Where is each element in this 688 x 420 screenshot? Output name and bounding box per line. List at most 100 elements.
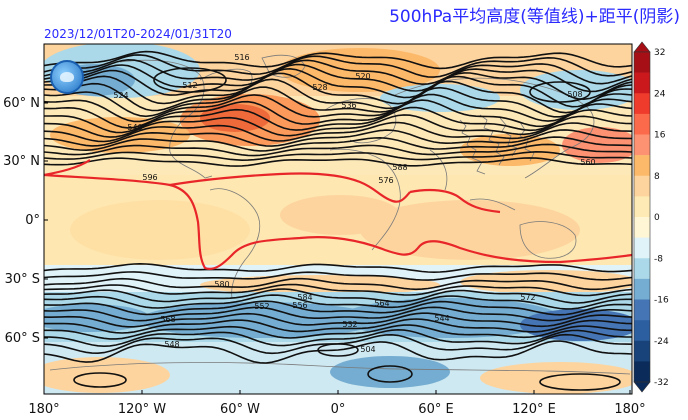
contour-value-label: 588 bbox=[392, 163, 407, 172]
colorbar-bottom-arrow bbox=[633, 381, 651, 393]
closed-contour-1 bbox=[529, 81, 591, 103]
colorbar-segment bbox=[634, 361, 650, 383]
contour-value-label: 576 bbox=[378, 176, 393, 185]
contour-line-22 bbox=[44, 288, 632, 304]
colorbar-segment bbox=[634, 278, 650, 300]
contour-line-21 bbox=[44, 283, 632, 297]
contour-line-3 bbox=[44, 63, 632, 93]
longitude-label: 180° bbox=[28, 402, 59, 417]
contour-value-label: 560 bbox=[580, 158, 595, 167]
contour-value-label: 536 bbox=[341, 101, 356, 110]
closed-contour-2 bbox=[367, 365, 413, 383]
contour-value-label: 528 bbox=[312, 83, 327, 92]
closed-contour-5 bbox=[317, 343, 359, 357]
colorbar-segment bbox=[634, 93, 650, 115]
longitude-label: 0° bbox=[331, 402, 346, 417]
contour-line-16 bbox=[44, 150, 632, 162]
contour-line-0 bbox=[44, 50, 632, 70]
coastlines bbox=[49, 54, 631, 375]
longitude-label: 120° E bbox=[512, 402, 556, 417]
contour-value-label: 596 bbox=[142, 173, 157, 182]
colorbar-segment bbox=[634, 237, 650, 259]
contour-line-29 bbox=[44, 328, 632, 348]
contour-value-label: 504 bbox=[360, 345, 375, 354]
contour-line-25 bbox=[44, 306, 632, 322]
latitude-label: 0° bbox=[25, 213, 40, 228]
longitude-label: 60° W bbox=[220, 402, 260, 417]
contour-line-5 bbox=[44, 72, 632, 108]
x-axis-labels: 180° 120° W 60° W 0° 60° E 120° E 180° bbox=[28, 390, 646, 417]
colorbar-tick-label: -24 bbox=[654, 337, 669, 347]
contour-value-label: 516 bbox=[234, 53, 249, 62]
colorbar-top-arrow bbox=[633, 41, 651, 53]
time-period: 2023/12/01T20-2024/01/31T20 bbox=[44, 27, 232, 41]
contour-line-26 bbox=[44, 312, 632, 328]
contour-value-label: 564 bbox=[374, 299, 389, 308]
latitude-label: 30° S bbox=[5, 272, 40, 287]
colorbar-segment bbox=[634, 175, 650, 197]
map-title: 500hPa平均高度(等值线)+距平(阴影) bbox=[389, 7, 680, 27]
contour-value-label: 572 bbox=[520, 293, 535, 302]
colorbar-frame bbox=[633, 51, 651, 383]
colorbar-tick-label: 24 bbox=[654, 89, 666, 99]
contour-line-20 bbox=[44, 277, 632, 291]
contour-line-19 bbox=[44, 271, 632, 281]
y-axis-labels: 60° N 30° N 0° 30° S 60° S bbox=[3, 96, 48, 346]
contour-line-4 bbox=[44, 67, 632, 101]
contour-line-31 bbox=[44, 340, 632, 364]
contour-value-label: 520 bbox=[355, 72, 370, 81]
contour-value-label: 580 bbox=[214, 280, 229, 289]
colorbar-segment bbox=[634, 320, 650, 342]
colorbar-segment bbox=[634, 155, 650, 177]
longitude-label: 60° E bbox=[418, 402, 453, 417]
contour-value-label: 556 bbox=[292, 301, 307, 310]
contour-value-label: 512 bbox=[182, 81, 197, 90]
colorbar-segment bbox=[634, 299, 650, 321]
contour-line-13 bbox=[44, 129, 632, 147]
colorbar-segment bbox=[634, 217, 650, 238]
contour-line-24 bbox=[44, 300, 632, 316]
colorbar-tick-label: 8 bbox=[654, 172, 660, 182]
contour-line-18 bbox=[44, 262, 632, 274]
colorbar-segment bbox=[634, 72, 650, 94]
colorbar-segment bbox=[634, 113, 650, 135]
colorbar-tick-label: -16 bbox=[654, 296, 669, 306]
colorbar-tick-label: -8 bbox=[654, 254, 663, 264]
colorbar-segment bbox=[634, 52, 650, 73]
contour-value-label: 568 bbox=[160, 315, 175, 324]
colorbar-tick-label: 16 bbox=[654, 131, 666, 141]
height-contours bbox=[44, 50, 632, 391]
contour-value-label: 552 bbox=[254, 302, 269, 311]
contour-line-14 bbox=[44, 136, 632, 152]
colorbar: 32 24 16 8 0 -8 -16 -24 -32 bbox=[633, 41, 669, 393]
colorbar-segment bbox=[634, 340, 650, 362]
contour-line-28 bbox=[44, 324, 632, 340]
closed-contour-4 bbox=[539, 373, 621, 391]
colorbar-segment bbox=[634, 196, 650, 218]
longitude-label: 180° bbox=[614, 402, 645, 417]
contour-line-17 bbox=[44, 157, 632, 167]
contour-labels: 516 520 528 512 508 576 588 584 560 540 524 548 556 5… bbox=[113, 53, 595, 354]
colorbar-tick-label: -32 bbox=[654, 378, 669, 388]
contour-value-label: 544 bbox=[434, 314, 449, 323]
contour-value-label: 524 bbox=[113, 91, 128, 100]
contour-line-23 bbox=[44, 294, 632, 310]
closed-contour-0 bbox=[153, 67, 227, 93]
contour-line-10 bbox=[44, 106, 632, 134]
longitude-label: 120° W bbox=[118, 402, 166, 417]
contour-value-label: 508 bbox=[567, 90, 582, 99]
contour-line-11 bbox=[44, 114, 632, 138]
contour-line-8 bbox=[44, 93, 632, 123]
closed-contour-3 bbox=[73, 372, 127, 388]
contour-line-9 bbox=[44, 99, 632, 129]
latitude-label: 60° S bbox=[5, 331, 40, 346]
contour-588 bbox=[44, 159, 632, 270]
latitude-label: 30° N bbox=[3, 154, 40, 169]
colorbar-tick-label: 0 bbox=[654, 213, 660, 223]
contour-value-label: 548 bbox=[164, 340, 179, 349]
cma-logo-icon bbox=[50, 60, 84, 94]
colorbar-segment bbox=[634, 134, 650, 156]
contour-line-15 bbox=[44, 143, 632, 157]
contour-line-7 bbox=[44, 86, 632, 118]
